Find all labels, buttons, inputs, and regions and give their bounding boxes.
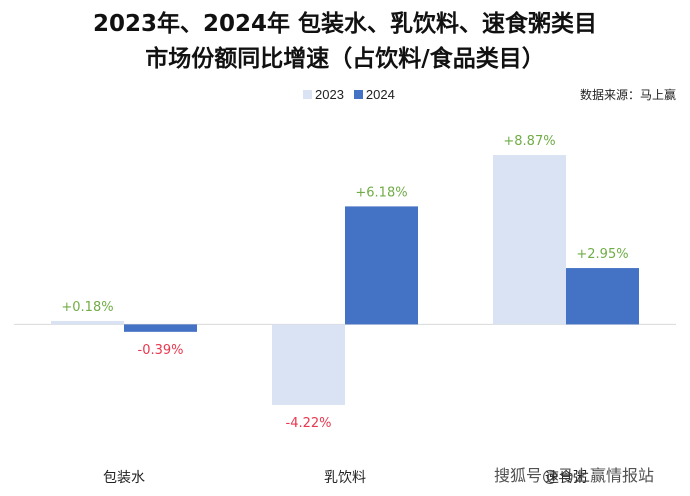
bar-2023-1	[272, 324, 345, 405]
bar-2024-2	[566, 268, 639, 325]
data-source: 数据来源：马上赢	[579, 88, 676, 102]
legend: 2023 2024	[303, 87, 405, 102]
chart-subtitle: 市场份额同比增速（占饮料/食品类目）	[145, 46, 545, 72]
category-label-0: 包装水	[103, 470, 145, 486]
legend-swatch-2023	[303, 90, 312, 99]
data-label-2023-2: +8.87%	[503, 134, 555, 149]
data-label-2024-2: +2.95%	[576, 247, 628, 262]
data-label-2024-1: +6.18%	[355, 185, 407, 200]
watermark: 搜狐号@马上赢情报站	[494, 466, 655, 485]
legend-label-2023: 2023	[315, 87, 344, 102]
data-label-2023-1: -4.22%	[286, 416, 332, 431]
chart-title: 2023年、2024年 包装水、乳饮料、速食粥类目	[92, 11, 598, 37]
legend-swatch-2024	[353, 90, 363, 99]
legend-label-2024: 2024	[365, 87, 395, 102]
category-label-1: 乳饮料	[324, 470, 366, 486]
bar-2024-1	[345, 206, 418, 325]
legend-item-2023: 2023	[303, 87, 344, 102]
bar-2024-0	[124, 324, 197, 332]
category-label-2: 速食粥	[545, 469, 587, 486]
bar-2023-0	[51, 320, 124, 325]
bar-2023-2	[493, 155, 566, 325]
legend-item-2024: 2024	[353, 87, 395, 102]
data-label-2023-0: +0.18%	[61, 300, 113, 315]
data-label-2024-0: -0.39%	[138, 343, 184, 358]
